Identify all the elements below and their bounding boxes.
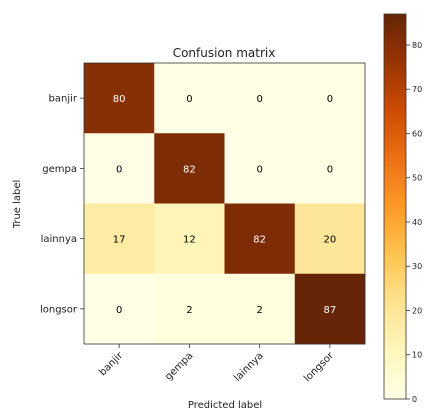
cell-value-label: 0 [256, 164, 262, 175]
heatmap-cell [84, 203, 155, 275]
cell-value-label: 0 [327, 164, 333, 175]
cell-value-label: 20 [324, 235, 337, 246]
plot-frame [83, 62, 366, 345]
heatmap-cell [224, 203, 296, 275]
colorbar-tick-label: 20 [412, 306, 422, 315]
colorbar-tick-label: 80 [412, 41, 422, 50]
y-tick-label: banjir [49, 94, 78, 105]
colorbar-tick-label: 50 [412, 174, 422, 183]
colorbar-tick-label: 40 [412, 218, 422, 227]
heatmap-cell [224, 273, 296, 345]
cell-value-label: 0 [327, 94, 333, 105]
cell-value-label: 2 [256, 305, 262, 316]
cell-value-label: 12 [183, 235, 196, 246]
y-tick-label: gempa [42, 164, 77, 175]
cell-value-label: 2 [186, 305, 192, 316]
heatmap-cell [224, 133, 296, 204]
heatmap-cell [154, 63, 225, 134]
heatmap-cells [84, 63, 366, 345]
heatmap-cell [84, 273, 155, 345]
cell-value-label: 82 [253, 235, 266, 246]
cell-value-label: 87 [324, 305, 337, 316]
colorbar-tick-label: 0 [412, 395, 417, 404]
x-tick-label: banjir [97, 350, 126, 379]
x-tick-label: gempa [163, 350, 195, 382]
chart-title: Confusion matrix [173, 46, 276, 60]
heatmap-cell [294, 203, 366, 275]
y-tick-label: longsor [40, 304, 78, 315]
heatmap-cell [84, 63, 155, 134]
cell-value-label: 0 [256, 94, 262, 105]
cell-value-label: 82 [183, 164, 196, 175]
colorbar [383, 13, 407, 400]
y-axis-label: True label [12, 180, 23, 230]
y-tick-label: lainnya [41, 234, 77, 245]
y-axis-ticks: banjir gempa lainnya longsor [40, 94, 84, 315]
cell-value-label: 0 [186, 94, 192, 105]
x-tick-label: longsor [302, 350, 337, 385]
colorbar-tick-label: 70 [412, 85, 422, 94]
colorbar-tick-label: 10 [412, 351, 422, 360]
heatmap-cell [154, 203, 225, 275]
heatmap-cell [294, 273, 366, 345]
cell-value-label: 0 [116, 164, 122, 175]
heatmap-cell [224, 63, 296, 134]
x-axis-ticks: banjir gempa lainnya longsor [97, 344, 337, 385]
heatmap-cell [154, 273, 225, 345]
heatmap-cell [154, 133, 225, 204]
x-tick-label: lainnya [232, 350, 266, 384]
colorbar-tick-label: 30 [412, 262, 422, 271]
cell-value-label: 80 [113, 94, 126, 105]
cell-value-label: 17 [113, 235, 126, 246]
colorbar-ticks: 0 10 20 30 40 50 60 70 80 [406, 41, 422, 404]
cell-value-labels: 80 0 0 0 0 82 0 0 17 12 82 20 0 2 2 87 [113, 94, 336, 316]
heatmap-cell [294, 133, 366, 204]
heatmap-cell [84, 133, 155, 204]
x-axis-label: Predicted label [188, 400, 262, 411]
heatmap-cell [294, 63, 366, 134]
colorbar-tick-label: 60 [412, 129, 422, 138]
cell-value-label: 0 [116, 305, 122, 316]
